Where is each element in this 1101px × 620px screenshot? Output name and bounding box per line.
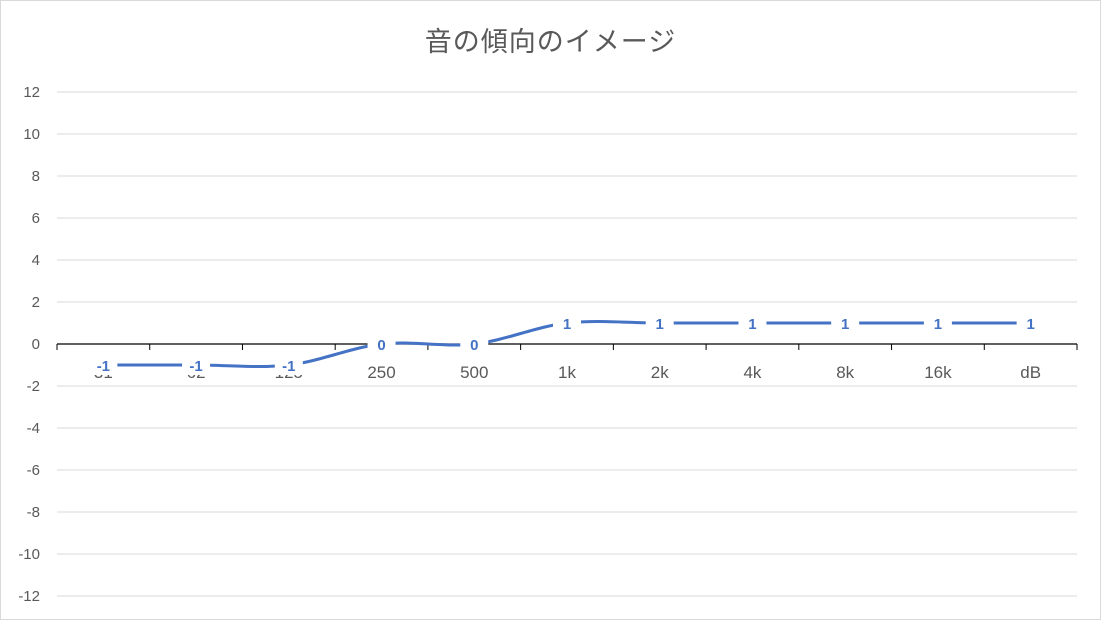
data-label: 1 bbox=[563, 316, 571, 333]
data-label: 0 bbox=[470, 337, 478, 354]
data-label: 1 bbox=[1026, 316, 1034, 333]
data-label-bg bbox=[182, 355, 211, 375]
data-label-bg bbox=[367, 334, 396, 354]
data-label-bg bbox=[460, 334, 489, 354]
data-label: -1 bbox=[282, 358, 295, 375]
y-tick-label: -10 bbox=[18, 546, 40, 563]
data-label: -1 bbox=[189, 358, 202, 375]
data-label: 1 bbox=[934, 316, 942, 333]
data-label: 1 bbox=[748, 316, 756, 333]
y-tick-label: -2 bbox=[27, 378, 40, 395]
y-tick-label: 12 bbox=[23, 84, 40, 101]
chart-title: 音の傾向のイメージ bbox=[424, 27, 677, 58]
data-label-bg bbox=[274, 355, 303, 375]
data-label: 0 bbox=[377, 337, 385, 354]
y-tick-label: 0 bbox=[32, 336, 40, 353]
y-tick-label: -6 bbox=[27, 462, 40, 479]
data-label-bg bbox=[553, 313, 581, 333]
data-label: -1 bbox=[97, 358, 110, 375]
data-label: 1 bbox=[656, 316, 664, 333]
data-label-bg bbox=[645, 313, 674, 333]
y-tick-label: -4 bbox=[27, 420, 40, 437]
x-tick-label: 16k bbox=[924, 363, 952, 382]
x-tick-label: 1k bbox=[558, 363, 576, 382]
y-tick-label: 10 bbox=[23, 126, 40, 143]
data-label-bg bbox=[831, 313, 860, 333]
x-tick-label: 4k bbox=[743, 363, 761, 382]
x-tick-label: dB bbox=[1020, 363, 1041, 382]
x-tick-label: 250 bbox=[367, 363, 395, 382]
data-label-bg bbox=[738, 313, 767, 333]
y-tick-label: -8 bbox=[27, 504, 40, 521]
y-tick-label: 2 bbox=[32, 294, 40, 311]
data-label-bg bbox=[89, 355, 118, 375]
y-tick-label: 8 bbox=[32, 168, 40, 185]
y-tick-label: 6 bbox=[32, 210, 40, 227]
y-tick-label: 4 bbox=[32, 252, 40, 269]
x-tick-label: 8k bbox=[836, 363, 854, 382]
data-label: 1 bbox=[841, 316, 849, 333]
y-tick-label: -12 bbox=[18, 588, 40, 605]
data-label-bg bbox=[1016, 313, 1045, 333]
data-label-bg bbox=[923, 313, 952, 333]
x-tick-label: 500 bbox=[460, 363, 488, 382]
x-tick-label: 2k bbox=[651, 363, 669, 382]
